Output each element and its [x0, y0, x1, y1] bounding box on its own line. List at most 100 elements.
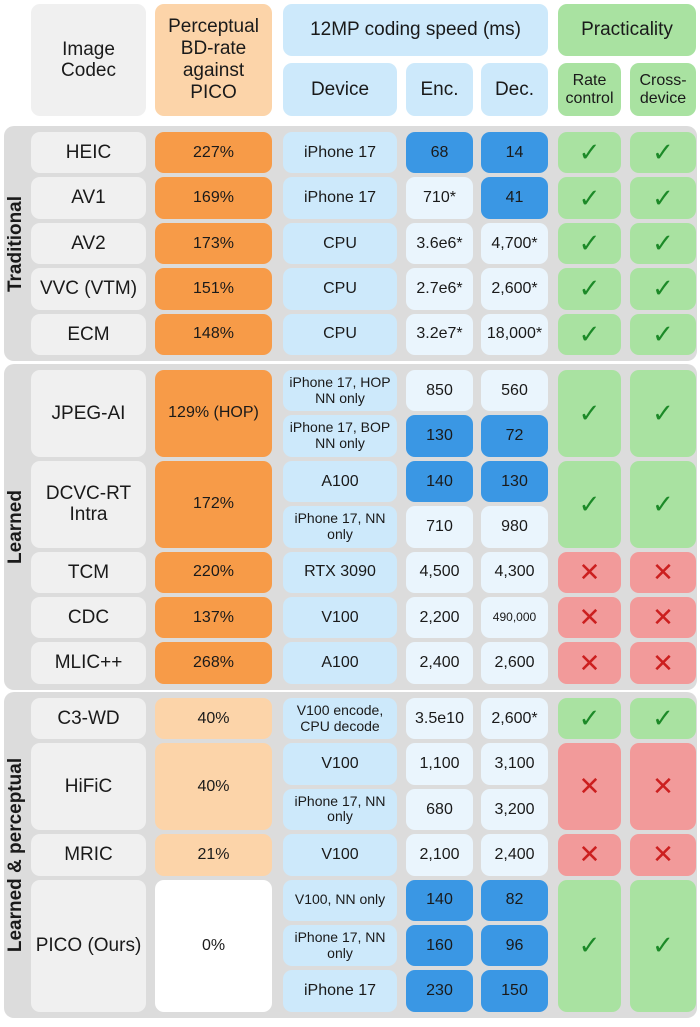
bd-rate-cell: 40%	[155, 698, 272, 740]
check-icon: ✓	[558, 222, 621, 265]
codec-name: PICO (Ours)	[31, 879, 146, 1012]
codec-name: VVC (VTM)	[31, 268, 146, 310]
dec-time-cell: 96	[481, 925, 548, 967]
cross-icon: ✕	[630, 642, 696, 684]
enc-time-cell: 4,500	[406, 551, 473, 593]
codec-name: HiFiC	[31, 743, 146, 831]
codec-name: MLIC++	[31, 642, 146, 684]
enc-time-cell: 710	[406, 506, 473, 548]
cross-icon: ✕	[558, 551, 621, 593]
group-label: Learned & perceptual	[5, 757, 26, 953]
device-cell: CPU	[283, 268, 397, 310]
codec-name: TCM	[31, 551, 146, 593]
dec-time-cell: 130	[481, 460, 548, 503]
device-cell: V100 encode, CPU decode	[283, 698, 397, 740]
device-cell: V100	[283, 743, 397, 785]
check-icon: ✓	[558, 132, 621, 174]
bd-rate-cell: 173%	[155, 222, 272, 265]
dec-time-cell: 82	[481, 879, 548, 921]
enc-time-cell: 2,200	[406, 597, 473, 639]
enc-time-cell: 710*	[406, 177, 473, 219]
device-cell: V100	[283, 597, 397, 639]
bd-rate-cell: 40%	[155, 743, 272, 831]
header-device: Device	[283, 63, 397, 116]
cross-icon: ✕	[630, 743, 696, 831]
device-cell: iPhone 17	[283, 970, 397, 1012]
dec-time-cell: 4,300	[481, 551, 548, 593]
dec-time-cell: 2,400	[481, 834, 548, 876]
codec-name: C3-WD	[31, 698, 146, 740]
bd-rate-cell: 220%	[155, 551, 272, 593]
enc-time-cell: 2,100	[406, 834, 473, 876]
bd-rate-cell: 0%	[155, 879, 272, 1012]
device-cell: V100	[283, 834, 397, 876]
check-icon: ✓	[630, 268, 696, 310]
device-cell: iPhone 17, NN only	[283, 788, 397, 831]
dec-time-cell: 18,000*	[481, 313, 548, 355]
device-cell: CPU	[283, 313, 397, 355]
cross-icon: ✕	[630, 834, 696, 876]
device-cell: RTX 3090	[283, 551, 397, 593]
dec-time-cell: 490,000	[481, 597, 548, 639]
dec-time-cell: 3,100	[481, 743, 548, 785]
enc-time-cell: 680	[406, 788, 473, 831]
check-icon: ✓	[558, 698, 621, 740]
check-icon: ✓	[630, 132, 696, 174]
cross-icon: ✕	[558, 597, 621, 639]
codec-name: AV1	[31, 177, 146, 219]
check-icon: ✓	[630, 313, 696, 355]
codec-name: CDC	[31, 597, 146, 639]
check-icon: ✓	[558, 177, 621, 219]
device-cell: iPhone 17	[283, 132, 397, 174]
device-cell: iPhone 17	[283, 177, 397, 219]
codec-name: AV2	[31, 222, 146, 265]
enc-time-cell: 2.7e6*	[406, 268, 473, 310]
check-icon: ✓	[630, 222, 696, 265]
dec-time-cell: 980	[481, 506, 548, 548]
header-coding-speed: 12MP coding speed (ms)	[283, 4, 548, 56]
device-cell: iPhone 17, HOP NN only	[283, 370, 397, 412]
codec-name: JPEG-AI	[31, 370, 146, 457]
device-cell: iPhone 17, BOP NN only	[283, 415, 397, 457]
header-bd-rate: Perceptual BD-rate against PICO	[155, 4, 272, 116]
enc-time-cell: 2,400	[406, 642, 473, 684]
enc-time-cell: 160	[406, 925, 473, 967]
device-cell: iPhone 17, NN only	[283, 925, 397, 967]
check-icon: ✓	[558, 460, 621, 548]
device-cell: iPhone 17, NN only	[283, 506, 397, 548]
enc-time-cell: 3.5e10	[406, 698, 473, 740]
header-image-codec: Image Codec	[31, 4, 146, 116]
cross-icon: ✕	[630, 597, 696, 639]
bd-rate-cell: 268%	[155, 642, 272, 684]
header-dec: Dec.	[481, 63, 548, 116]
cross-icon: ✕	[558, 834, 621, 876]
bd-rate-cell: 169%	[155, 177, 272, 219]
codec-name: HEIC	[31, 132, 146, 174]
dec-time-cell: 2,600*	[481, 268, 548, 310]
dec-time-cell: 14	[481, 132, 548, 174]
check-icon: ✓	[630, 370, 696, 457]
check-icon: ✓	[630, 460, 696, 548]
codec-name: DCVC-RT Intra	[31, 460, 146, 548]
dec-time-cell: 72	[481, 415, 548, 457]
device-cell: V100, NN only	[283, 879, 397, 921]
enc-time-cell: 850	[406, 370, 473, 412]
cross-icon: ✕	[630, 551, 696, 593]
group-label: Learned	[5, 489, 26, 564]
check-icon: ✓	[558, 268, 621, 310]
enc-time-cell: 3.2e7*	[406, 313, 473, 355]
enc-time-cell: 3.6e6*	[406, 222, 473, 265]
bd-rate-cell: 137%	[155, 597, 272, 639]
device-cell: CPU	[283, 222, 397, 265]
codec-name: MRIC	[31, 834, 146, 876]
group-label: Traditional	[5, 195, 26, 292]
bd-rate-cell: 227%	[155, 132, 272, 174]
check-icon: ✓	[558, 879, 621, 1012]
enc-time-cell: 140	[406, 879, 473, 921]
enc-time-cell: 230	[406, 970, 473, 1012]
bd-rate-cell: 129% (HOP)	[155, 370, 272, 457]
check-icon: ✓	[630, 177, 696, 219]
dec-time-cell: 41	[481, 177, 548, 219]
enc-time-cell: 1,100	[406, 743, 473, 785]
